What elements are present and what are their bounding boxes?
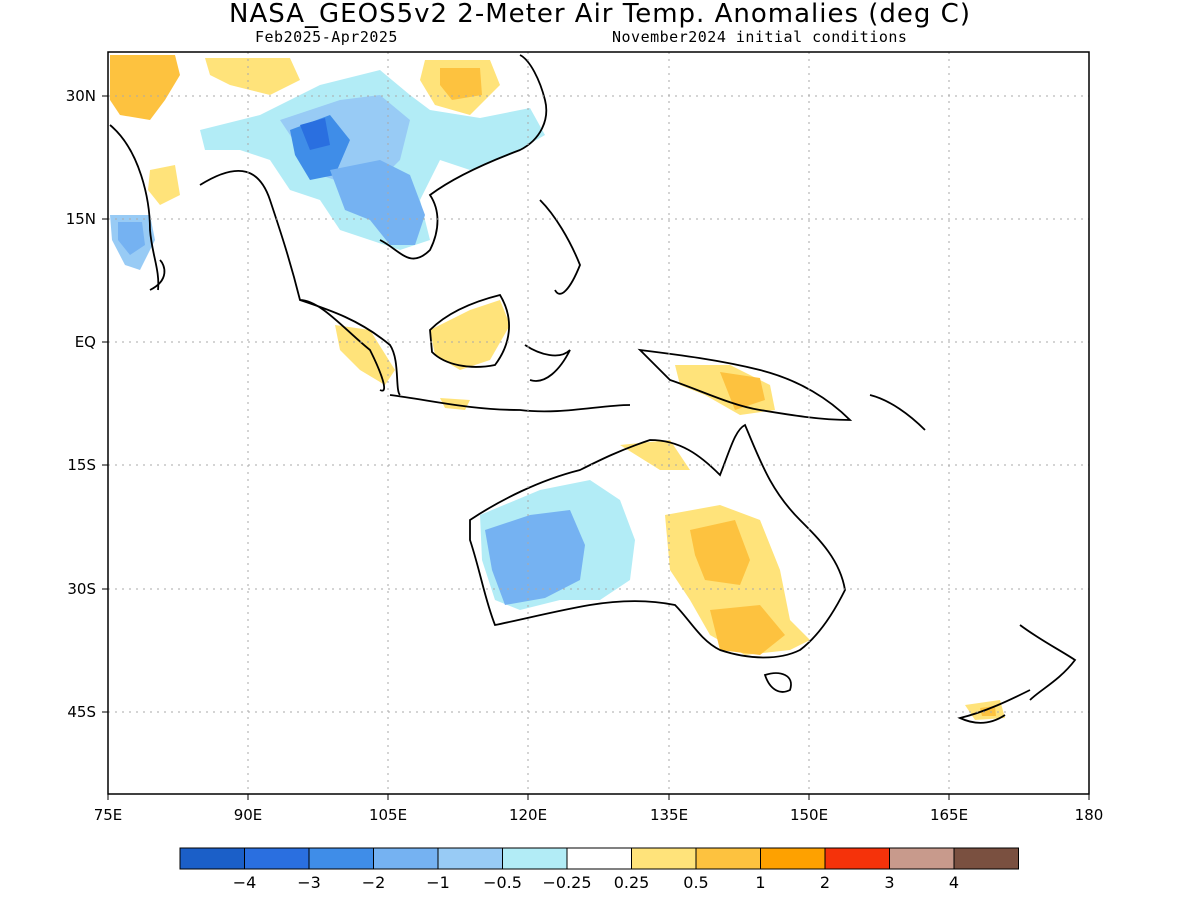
colorbar-swatch (631, 847, 697, 870)
x-axis-labels: 75E 90E 105E 120E 135E 150E 165E 180 (94, 806, 1104, 824)
warm-anomaly-india-north (110, 55, 180, 120)
colorbar-label: −4 (233, 873, 257, 892)
colorbar-swatch (889, 847, 955, 870)
x-tick-label: 180 (1075, 806, 1104, 824)
y-tick-label: 30S (67, 580, 96, 598)
colorbar-label: 3 (884, 873, 894, 892)
colorbar-swatch (824, 847, 890, 870)
colorbar-label: 0.5 (683, 873, 708, 892)
warm-anomaly-china-core (440, 68, 482, 100)
y-tick-label: 15N (66, 210, 96, 228)
colorbar-label: −1 (426, 873, 450, 892)
colorbar: −4 −3 −2 −1 −0.5 −0.25 0.25 0.5 1 2 3 4 (179, 847, 1019, 892)
strong-cool-anomaly (300, 118, 330, 150)
colorbar-label: −2 (362, 873, 386, 892)
philippines-coast (539, 199, 581, 295)
map-area (108, 52, 1089, 794)
colorbar-label: −0.5 (483, 873, 522, 892)
cool-anomaly-thailand (330, 160, 425, 245)
colorbar-label: 1 (755, 873, 765, 892)
anomaly-shading (110, 55, 1005, 720)
x-tick-label: 150E (790, 806, 828, 824)
warm-anomaly-tibet-west (205, 58, 300, 95)
colorbar-swatch (373, 847, 439, 870)
colorbar-swatch (695, 847, 761, 870)
burma-malaya-coast (199, 169, 401, 396)
warm-anomaly-borneo (430, 300, 510, 370)
y-tick-label: 15S (67, 456, 96, 474)
warm-anomaly-southeast-australia (710, 605, 785, 655)
x-tick-label: 75E (94, 806, 123, 824)
y-tick-label: 30N (66, 87, 96, 105)
x-tick-label: 90E (234, 806, 263, 824)
colorbar-swatch (437, 847, 503, 870)
tasmania-coast (763, 672, 792, 693)
y-axis-labels: 30N 15N EQ 15S 30S 45S (66, 87, 96, 721)
sri-lanka-coast (149, 259, 166, 291)
colorbar-swatch (953, 847, 1019, 870)
warm-anomaly-new-zealand-core (980, 706, 996, 716)
solomon-coast (869, 394, 926, 431)
period-label: Feb2025-Apr2025 (255, 28, 398, 46)
colorbar-label: −0.25 (542, 873, 591, 892)
colorbar-label: −3 (297, 873, 321, 892)
cool-anomaly-west-australia-core (485, 510, 585, 605)
sumatra-coast (299, 299, 385, 392)
y-tick-label: EQ (75, 333, 96, 351)
new-zealand-north-coast (1019, 624, 1077, 701)
warm-anomaly-central-australia (690, 520, 750, 585)
warm-anomaly-north-australia (620, 440, 690, 470)
australia-coast (469, 423, 846, 659)
initial-conditions-label: November2024 initial conditions (612, 28, 908, 46)
y-tick-label: 45S (67, 703, 96, 721)
axis-tick-marks (102, 95, 1090, 800)
colorbar-swatch (502, 847, 568, 870)
colorbar-label: 2 (820, 873, 830, 892)
x-tick-label: 165E (930, 806, 968, 824)
india-coast (109, 124, 160, 291)
colorbar-swatch (308, 847, 374, 870)
warm-anomaly-india-central (148, 165, 180, 205)
java-coast (389, 394, 631, 413)
coastlines (109, 54, 1077, 724)
sulawesi-coast (524, 344, 571, 382)
map-frame (107, 51, 1090, 795)
china-coast (379, 54, 548, 260)
x-tick-label: 105E (369, 806, 407, 824)
colorbar-swatch (566, 847, 632, 870)
colorbar-swatch (179, 847, 245, 870)
warm-anomaly-new-guinea-core (720, 372, 765, 410)
colorbar-label: 4 (949, 873, 959, 892)
colorbar-swatch (760, 847, 826, 870)
colorbar-swatch (244, 847, 310, 870)
new-zealand-south-coast (957, 689, 1031, 724)
colorbar-label: 0.25 (614, 873, 650, 892)
x-tick-label: 120E (509, 806, 547, 824)
borneo-coast (429, 293, 510, 368)
new-guinea-coast (637, 348, 853, 421)
x-tick-label: 135E (650, 806, 688, 824)
map-grid (108, 52, 1089, 794)
cool-anomaly-india-south-core (118, 222, 145, 255)
chart-title: NASA_GEOS5v2 2-Meter Air Temp. Anomalies… (229, 0, 971, 29)
